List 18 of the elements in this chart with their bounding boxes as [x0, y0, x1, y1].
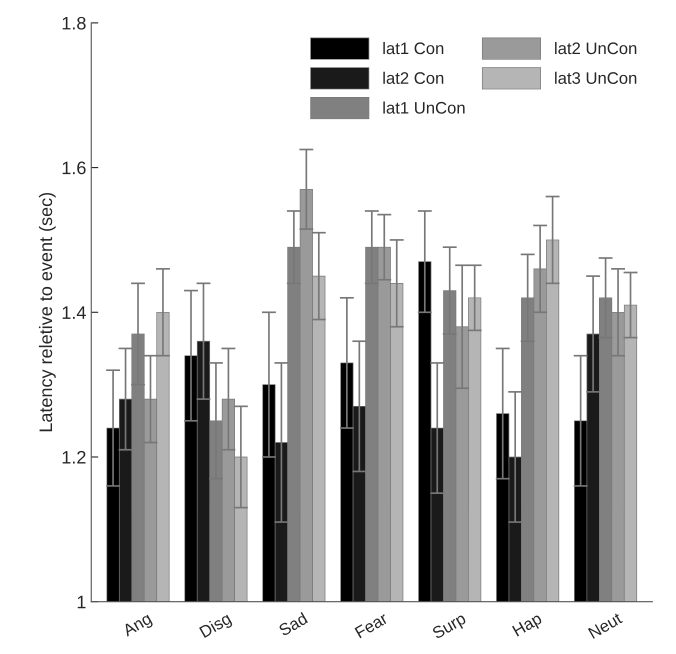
x-tick-label: Hap [512, 612, 544, 640]
x-tick-label: Fear [354, 612, 389, 638]
y-tick-label: 1.8 [62, 16, 86, 30]
y-tick-label: 1.2 [62, 450, 86, 464]
legend-label: lat3 UnCon [555, 72, 636, 84]
y-tick-label: 1.4 [62, 306, 86, 319]
x-tick-label: Surp [431, 612, 468, 642]
y-tick-label: 1.6 [62, 162, 86, 174]
x-tick-label: Disg [198, 612, 234, 641]
x-tick-label: Ang [122, 612, 154, 640]
x-tick-label: Neut [588, 612, 623, 639]
y-tick-label: 1 [78, 596, 86, 608]
x-tick-label: Sad [278, 612, 308, 636]
legend-label: lat1 Con [383, 42, 444, 54]
legend-label: lat2 UnCon [555, 42, 636, 54]
y-axis-title: Latency reletive to event (sec) [38, 192, 56, 432]
legend-label: lat2 Con [383, 72, 444, 84]
legend-label: lat1 UnCon [383, 101, 465, 114]
